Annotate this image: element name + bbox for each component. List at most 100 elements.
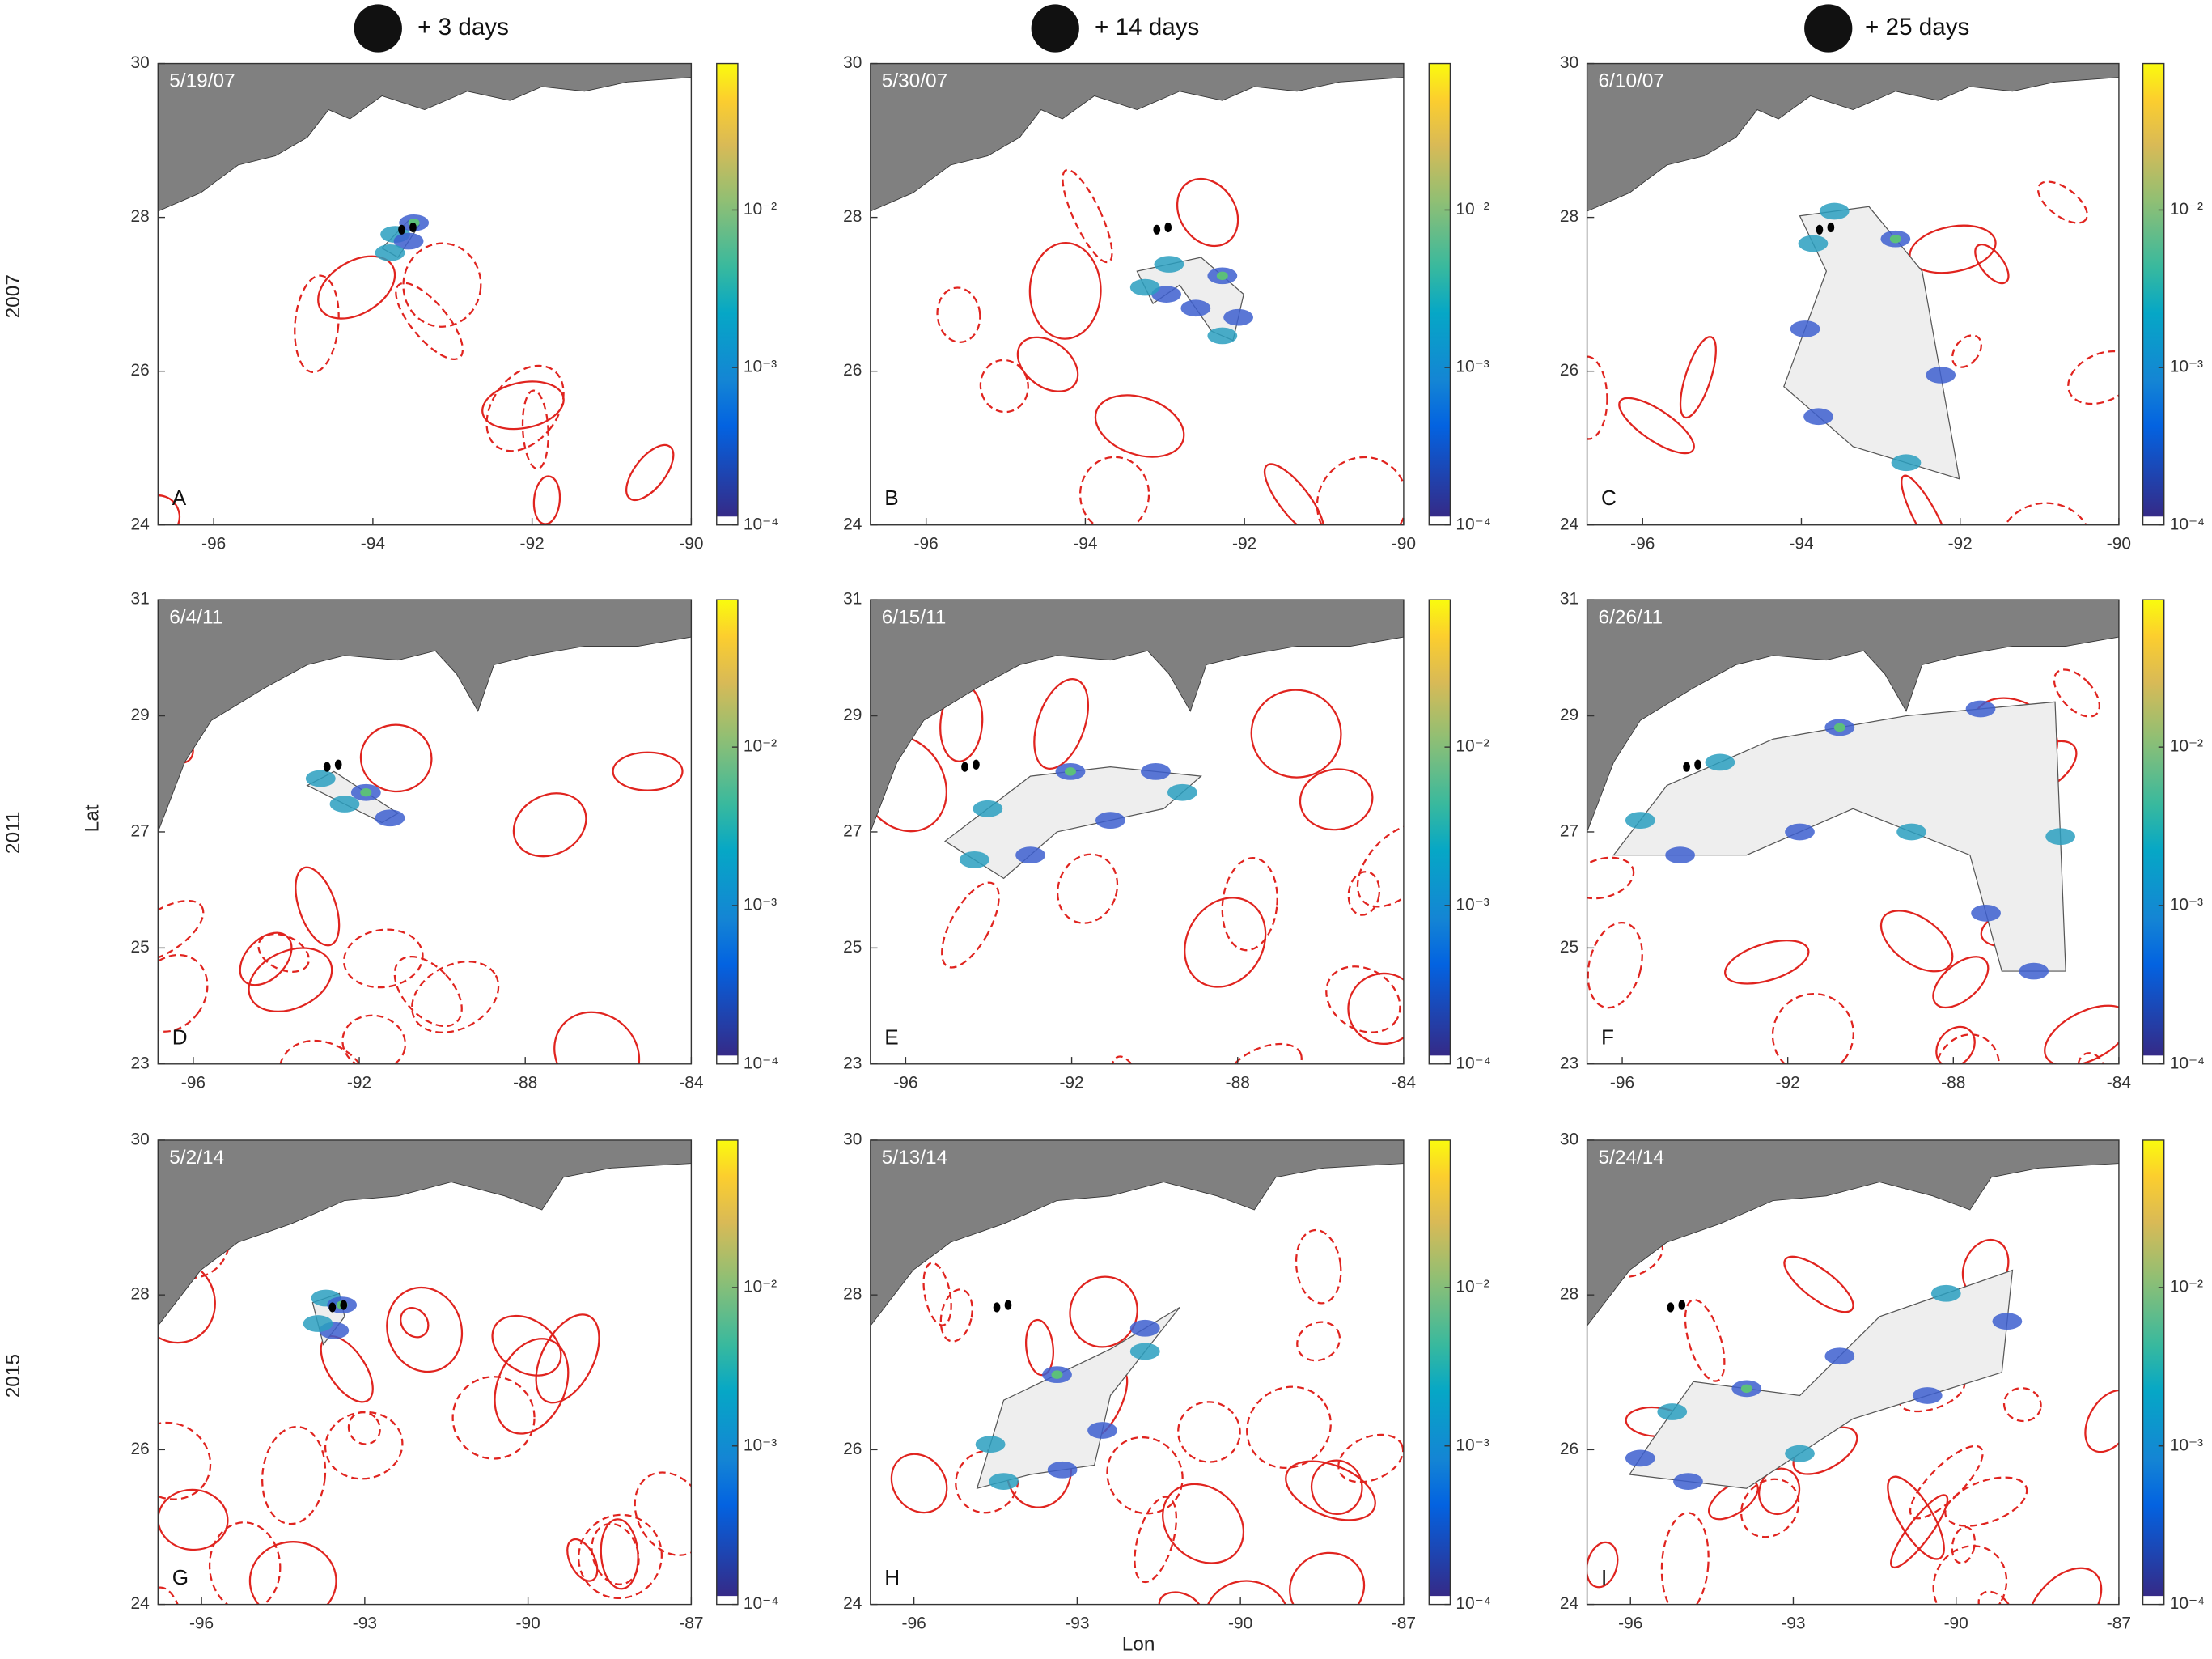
y-tick-label: 29	[843, 706, 862, 724]
colorbar-tick-label: 10⁻²	[1456, 200, 1489, 219]
colorbar-frame	[1428, 62, 1451, 526]
x-tick-label: -92	[1948, 535, 1973, 554]
eddy-contour	[1932, 956, 1990, 1009]
eddy-contour	[1951, 1525, 1977, 1564]
plume-density	[2019, 962, 2049, 980]
eddy-contour	[248, 1541, 337, 1605]
x-tick-label: -96	[1618, 1614, 1642, 1633]
map-content	[158, 63, 692, 525]
colorbar-gradient	[1429, 63, 1451, 517]
axes-frame	[1586, 62, 2120, 526]
y-tick-label: 23	[131, 1054, 150, 1072]
colorbar-tick-label: 10⁻⁴	[744, 1054, 778, 1072]
spill-site	[1164, 222, 1172, 233]
eddy-contour	[248, 947, 333, 1012]
x-tick-label: -96	[189, 1614, 214, 1633]
colorbar-gradient	[716, 63, 738, 517]
map-content	[870, 600, 1404, 1064]
eddy-contour	[324, 1411, 404, 1480]
spill-site	[1683, 762, 1690, 772]
y-tick-label: 26	[843, 361, 862, 380]
plume-density	[1798, 235, 1829, 252]
eddy-contour	[2027, 1567, 2103, 1605]
plume-density	[975, 1436, 1006, 1453]
y-tick-label: 26	[1560, 361, 1578, 380]
plume-density	[1665, 846, 1695, 864]
y-tick-label: 27	[131, 821, 150, 840]
marker-icon	[1031, 4, 1079, 53]
eddy-contour	[1951, 334, 1982, 368]
colorbar-tick-label: 10⁻⁴	[744, 515, 778, 533]
eddy-contour	[1740, 1478, 1800, 1538]
eddy-contour	[1316, 456, 1404, 525]
colorbar-frame	[1428, 1139, 1451, 1606]
colorbar-tick-label: 10⁻³	[744, 1436, 777, 1454]
plume-density	[1705, 753, 1735, 771]
plume-density	[1087, 1422, 1117, 1439]
y-tick-label: 24	[131, 515, 150, 533]
y-tick-label: 30	[131, 53, 150, 72]
eddy-contour	[1225, 1042, 1303, 1064]
colorbar-tick-label: 10⁻²	[2170, 200, 2203, 219]
spill-site	[398, 224, 405, 235]
panel-date: 5/24/14	[1599, 1147, 1664, 1169]
eddy-contour	[317, 255, 396, 320]
x-tick-label: -92	[1232, 535, 1256, 554]
spill-site	[961, 762, 968, 772]
plume-density	[2045, 828, 2075, 846]
eddy-contour	[1295, 1228, 1342, 1305]
map-panel: -96 -93 -90 -87 24 26 28 30 5/2/14 G 10⁻⁴ 10⁻³ 10⁻²	[131, 1130, 779, 1633]
eddy-contour	[1299, 768, 1374, 831]
x-tick-label: -92	[520, 535, 545, 554]
spill-site	[1678, 1300, 1686, 1310]
panel-date: 6/26/11	[1599, 606, 1663, 628]
plume-density	[1129, 278, 1160, 296]
x-tick-label: -92	[347, 1074, 371, 1093]
x-tick-label: -88	[1941, 1074, 1965, 1093]
eddy-contour	[158, 953, 209, 1033]
eddy-contour	[1110, 1055, 1143, 1064]
eddy-contour	[1177, 1401, 1241, 1463]
y-tick-label: 28	[131, 1285, 150, 1304]
y-tick-label: 27	[1560, 821, 1578, 840]
eddy-contour	[625, 443, 675, 501]
colorbar-tick-label: 10⁻⁴	[744, 1594, 778, 1613]
eddy-contour	[2077, 1052, 2106, 1064]
eddy-contour	[1337, 1433, 1404, 1483]
map-panel: -96 -94 -92 -90 24 26 28 30 5/19/07 A 10⁻⁴ 10⁻³ 10⁻²	[131, 53, 779, 554]
eddy-contour	[1587, 856, 1635, 900]
eddy-contour	[1890, 1494, 1949, 1569]
eddy-contour	[1901, 474, 1951, 525]
plume-density	[973, 800, 1003, 817]
eddy-contour	[1879, 910, 1954, 973]
eddy-contour	[1679, 336, 1717, 419]
x-tick-label: -92	[1776, 1074, 1800, 1093]
plume-density	[1965, 700, 1996, 718]
axes-frame	[870, 1139, 1405, 1606]
colorbar-tick-label: 10⁻²	[1456, 1277, 1489, 1296]
map-content	[158, 600, 692, 1064]
colorbar-frame	[2142, 599, 2165, 1065]
eddy-contour	[936, 286, 981, 343]
x-tick-label: -87	[679, 1614, 703, 1633]
colorbar-gradient	[1429, 600, 1451, 1056]
x-tick-label: -96	[181, 1074, 206, 1093]
eddy-contour	[2084, 1389, 2119, 1453]
land	[158, 63, 692, 212]
row-label: 2011	[2, 812, 24, 854]
x-tick-label: -87	[1392, 1614, 1416, 1633]
panel-letter: C	[1601, 486, 1617, 510]
eddy-contour	[1009, 1605, 1042, 1646]
eddy-contour	[395, 282, 464, 361]
eddy-contour	[158, 1421, 212, 1500]
land	[1587, 600, 2119, 833]
x-tick-label: -88	[513, 1074, 537, 1093]
eddy-contour	[1347, 972, 1404, 1046]
x-tick-label: -94	[361, 535, 386, 554]
eddy-contour	[295, 866, 341, 947]
y-tick-label: 26	[843, 1440, 862, 1458]
panel-letter: G	[172, 1565, 189, 1589]
eddy-contour	[612, 751, 684, 791]
x-tick-label: -96	[902, 1614, 926, 1633]
land	[870, 63, 1404, 212]
